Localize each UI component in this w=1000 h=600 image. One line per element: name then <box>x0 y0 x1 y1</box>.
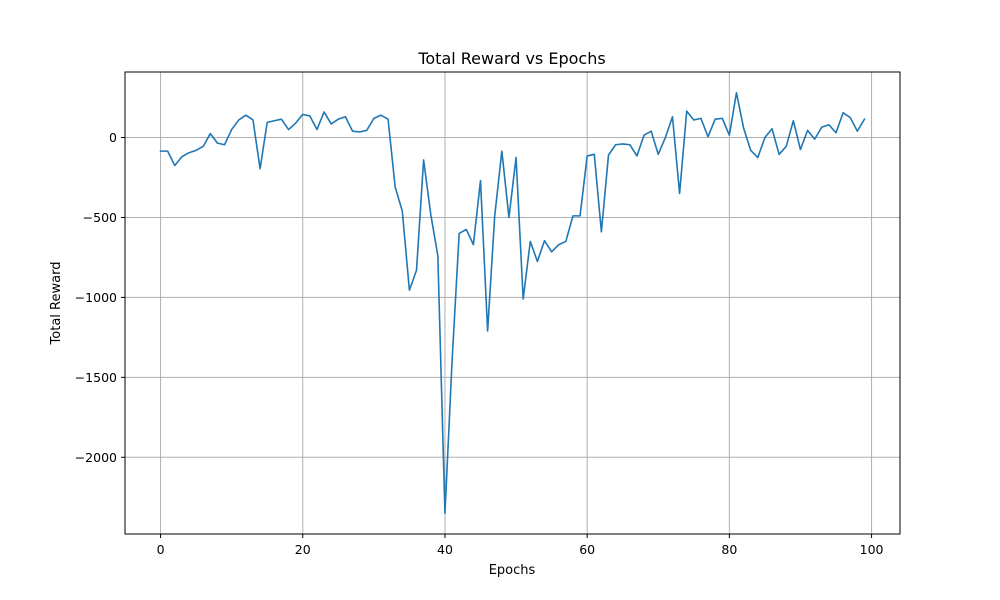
y-tick-label: 0 <box>109 130 117 145</box>
plot-frame <box>124 71 901 535</box>
y-tick-label: −500 <box>83 210 117 225</box>
y-tick-label: −2000 <box>75 450 117 465</box>
x-tick-label: 100 <box>860 542 884 557</box>
chart-title: Total Reward vs Epochs <box>417 49 605 68</box>
y-tick-label: −1000 <box>75 290 117 305</box>
x-tick-label: 20 <box>295 542 311 557</box>
x-tick-label: 40 <box>437 542 453 557</box>
grid-lines <box>125 72 900 534</box>
y-axis-title: Total Reward <box>49 262 64 346</box>
x-tick-label: 80 <box>721 542 737 557</box>
x-tick-label: 60 <box>579 542 595 557</box>
series-layer <box>159 91 866 515</box>
ticks: 0 20 40 60 80 100 −2000 −1500 −1000 −500 0 <box>75 130 884 557</box>
series-line-0 <box>159 91 866 515</box>
y-tick-label: −1500 <box>75 370 117 385</box>
x-axis-title: Epochs <box>489 563 536 578</box>
x-tick-label: 0 <box>157 542 165 557</box>
